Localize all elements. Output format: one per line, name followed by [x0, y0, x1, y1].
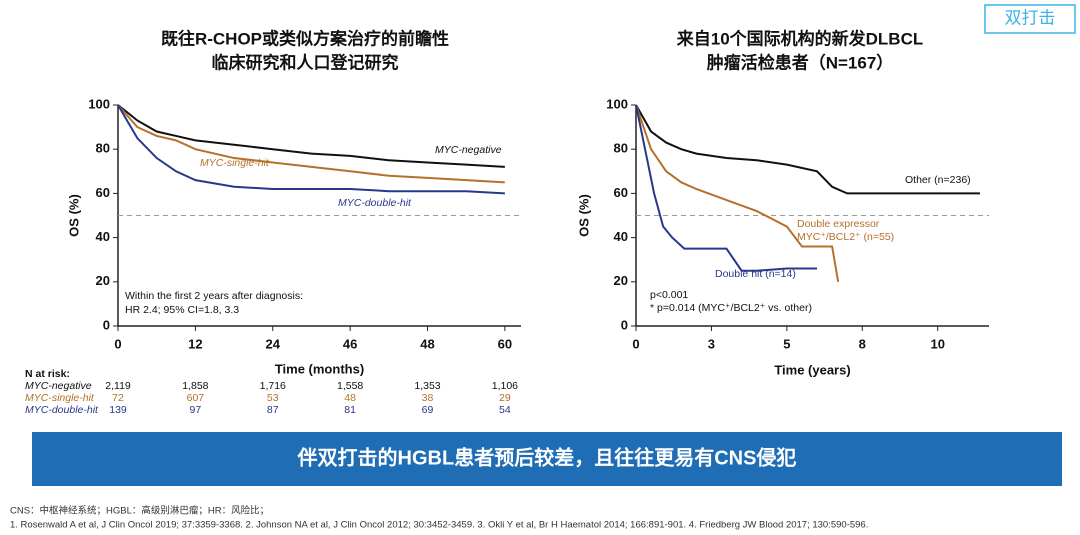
x-tick-label: 0	[632, 336, 639, 351]
y-axis-label: OS (%)	[66, 194, 81, 237]
footnote: CNS：中枢神经系统；HGBL：高级别淋巴瘤；HR：风险比；	[10, 505, 269, 517]
x-tick-label: 5	[783, 336, 790, 351]
series-note: MYC⁺/BCL2⁺ (n=55)	[797, 231, 894, 243]
y-tick-label: 40	[96, 229, 110, 244]
series-label: MYC-single-hit	[200, 157, 270, 169]
survival-curve	[635, 104, 980, 195]
annotation: * p=0.014 (MYC⁺/BCL2⁺ vs. other)	[650, 302, 812, 314]
x-axis-label: Time (years)	[774, 362, 850, 377]
risk-count: 97	[190, 404, 202, 416]
y-tick-label: 0	[621, 317, 628, 332]
series-label: Double expressor	[797, 218, 880, 230]
footnote: 1. Rosenwald A et al, J Clin Oncol 2019;…	[10, 520, 868, 531]
risk-row-name: MYC-double-hit	[25, 404, 99, 416]
y-tick-label: 20	[614, 273, 628, 288]
chart-title: 肿瘤活检患者（N=167）	[707, 52, 894, 72]
risk-count: 607	[187, 392, 205, 404]
tag: 双打击	[1005, 8, 1056, 27]
series-label: MYC-double-hit	[338, 197, 412, 209]
annotation: HR 2.4; 95% CI=1.8, 3.3	[125, 304, 239, 316]
annotation: Within the first 2 years after diagnosis…	[125, 290, 303, 302]
risk-count: 1,353	[414, 380, 440, 392]
survival-curve	[635, 104, 818, 272]
risk-row-name: MYC-single-hit	[25, 392, 95, 404]
chart-title: 临床研究和人口登记研究	[212, 52, 399, 72]
risk-count: 2,119	[105, 380, 131, 392]
x-tick-label: 48	[420, 336, 434, 351]
y-tick-label: 60	[614, 185, 628, 200]
series-label: MYC-negative	[435, 144, 502, 156]
x-tick-label: 46	[343, 336, 357, 351]
y-tick-label: 80	[96, 141, 110, 156]
x-tick-label: 12	[188, 336, 202, 351]
y-tick-label: 100	[606, 96, 628, 111]
y-tick-label: 0	[103, 317, 110, 332]
survival-curve	[635, 104, 840, 282]
risk-count: 1,106	[492, 380, 518, 392]
y-tick-label: 80	[614, 141, 628, 156]
risk-count: 72	[112, 392, 124, 404]
risk-count: 139	[109, 404, 127, 416]
chart-title: 来自10个国际机构的新发DLBCL	[676, 28, 924, 48]
tag-box	[984, 4, 1076, 34]
survival-curve	[117, 104, 505, 168]
risk-count: 87	[267, 404, 279, 416]
survival-curve	[117, 104, 505, 184]
risk-count: 53	[267, 392, 279, 404]
series-label: Double hit (n=14)	[715, 268, 796, 280]
risk-count: 38	[422, 392, 434, 404]
risk-count: 69	[422, 404, 434, 416]
risk-count: 48	[344, 392, 356, 404]
y-axis-label: OS (%)	[576, 194, 591, 237]
risk-count: 1,716	[260, 380, 286, 392]
x-tick-label: 0	[114, 336, 121, 351]
y-tick-label: 60	[96, 185, 110, 200]
y-tick-label: 20	[96, 273, 110, 288]
survival-curve	[117, 104, 505, 195]
risk-row-name: MYC-negative	[25, 380, 92, 392]
x-axis-label: Time (months)	[275, 361, 364, 376]
y-tick-label: 100	[88, 96, 110, 111]
banner: 伴双打击的HGBL患者预后较差，且往往更易有CNS侵犯	[297, 445, 797, 469]
x-tick-label: 10	[930, 336, 944, 351]
risk-title: N at risk:	[25, 368, 70, 380]
x-tick-label: 24	[266, 336, 281, 351]
chart-title: 既往R-CHOP或类似方案治疗的前瞻性	[161, 28, 449, 48]
banner-box	[32, 432, 1062, 486]
risk-count: 81	[344, 404, 356, 416]
risk-count: 1,858	[182, 380, 208, 392]
x-tick-label: 60	[498, 336, 512, 351]
annotation: p<0.001	[650, 289, 688, 301]
x-tick-label: 8	[859, 336, 866, 351]
series-label: Other (n=236)	[905, 174, 971, 186]
x-tick-label: 3	[708, 336, 715, 351]
risk-count: 29	[499, 392, 511, 404]
y-tick-label: 40	[614, 229, 628, 244]
risk-count: 54	[499, 404, 511, 416]
risk-count: 1,558	[337, 380, 363, 392]
